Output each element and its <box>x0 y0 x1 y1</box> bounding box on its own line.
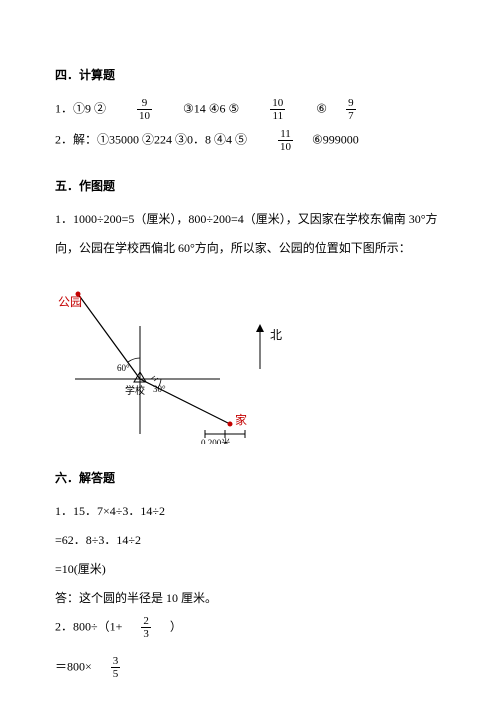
s4-q1-frac3: 9 7 <box>346 97 356 122</box>
s6-l2: =62．8÷3．14÷2 <box>55 529 445 552</box>
school-label: 学校 <box>125 384 145 397</box>
s4-q2-frac1: 11 10 <box>278 128 293 153</box>
angle60-label: 60° <box>117 363 130 373</box>
s6-q2: 2．800÷（1+ 2 3 ） <box>55 615 445 640</box>
home-label: 家 <box>235 412 247 427</box>
s4-q1: 1．①9 ② 9 10 ③14 ④6 ⑤ 10 11 ⑥ 9 7 <box>55 97 445 122</box>
s6-l1: 1．15．7×4÷3．14÷2 <box>55 500 445 523</box>
s6-q3: ＝800× 3 5 <box>55 655 445 680</box>
diagram: 公园 家 北 60° 30° 学校 0 200米 <box>55 274 445 452</box>
section6-title: 六．解答题 <box>55 467 445 490</box>
s6-q2-prefix: 2．800÷（1+ <box>55 620 122 634</box>
s4-q1-mid2: ⑥ <box>316 101 327 115</box>
s6-q2-suffix: ） <box>170 620 182 634</box>
north-arrowhead <box>256 324 264 332</box>
s4-q2-prefix: 2．解：①35000 ②224 ③0．8 ④4 ⑤ <box>55 132 247 146</box>
s4-q1-mid1: ③14 ④6 ⑤ <box>183 101 239 115</box>
arc-60 <box>128 358 140 362</box>
scale-label: 0 200米 <box>201 437 230 444</box>
frac-num: 9 <box>137 97 152 110</box>
s4-q2-mid1: ⑥999000 <box>312 132 359 146</box>
frac-den: 10 <box>278 141 293 153</box>
s6-q2-frac1: 2 3 <box>141 615 151 640</box>
s4-q1-prefix: 1．①9 ② <box>55 101 106 115</box>
frac-den: 3 <box>141 628 151 640</box>
frac-den: 5 <box>111 668 121 680</box>
s4-q2: 2．解：①35000 ②224 ③0．8 ④4 ⑤ 11 10 ⑥999000 <box>55 128 445 153</box>
s5-line1: 1．1000÷200=5（厘米），800÷200=4（厘米），又因家在学校东偏南… <box>55 208 445 231</box>
frac-den: 11 <box>270 110 285 122</box>
s4-q1-frac1: 9 10 <box>137 97 152 122</box>
angle30-label: 30° <box>153 384 166 394</box>
s4-q1-frac2: 10 11 <box>270 97 285 122</box>
home-point <box>228 421 233 426</box>
frac-den: 10 <box>137 110 152 122</box>
s6-q3-frac1: 3 5 <box>111 655 121 680</box>
s5-line2: 向，公园在学校西偏北 60°方向，所以家、公园的位置如下图所示： <box>55 237 445 260</box>
s6-l4: 答：这个圆的半径是 10 厘米。 <box>55 587 445 610</box>
line-park <box>78 294 140 379</box>
park-label: 公园 <box>58 295 82 309</box>
section5-title: 五．作图题 <box>55 175 445 198</box>
section4-title: 四．计算题 <box>55 64 445 87</box>
s6-l3: =10(厘米) <box>55 558 445 581</box>
frac-num: 3 <box>111 655 121 668</box>
frac-num: 2 <box>141 615 151 628</box>
s6-q3-prefix: ＝800× <box>55 659 92 673</box>
frac-num: 11 <box>278 128 293 141</box>
frac-num: 9 <box>346 97 356 110</box>
diagram-svg: 公园 家 北 60° 30° 学校 0 200米 <box>55 274 315 444</box>
frac-num: 10 <box>270 97 285 110</box>
north-label: 北 <box>270 328 282 342</box>
frac-den: 7 <box>346 110 356 122</box>
page: 四．计算题 1．①9 ② 9 10 ③14 ④6 ⑤ 10 11 ⑥ 9 7 2… <box>0 0 500 716</box>
